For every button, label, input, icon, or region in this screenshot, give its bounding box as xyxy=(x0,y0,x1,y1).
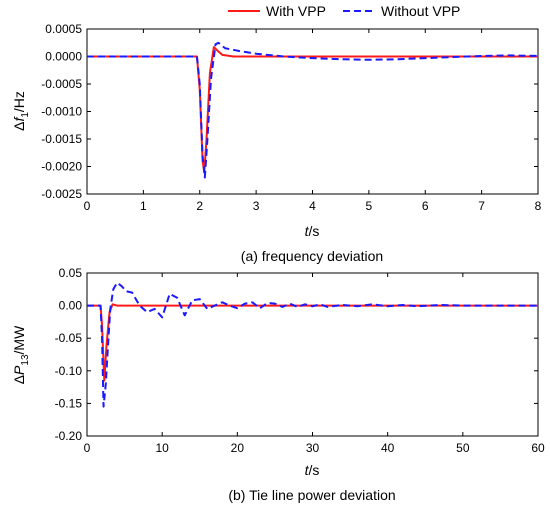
x-tick-label: 50 xyxy=(456,441,470,455)
panel-frequency-deviation: -0.0025 -0.0020 -0.0015 -0.0010 -0.0005 0.000… xyxy=(11,22,542,264)
x-axis-label: t/s xyxy=(305,462,320,478)
series-line-with-vpp xyxy=(87,303,538,382)
x-tick-label: 10 xyxy=(155,441,169,455)
x-tick-label: 0 xyxy=(84,441,91,455)
series-line-with-vpp xyxy=(87,46,538,173)
x-axis: 0 1 2 3 4 5 6 7 8 xyxy=(84,29,542,213)
plot-frame xyxy=(86,272,539,437)
y-axis-label: Δf1/Hz xyxy=(11,91,31,131)
y-axis-label: ΔP13/MW xyxy=(11,325,31,384)
y-tick-label: -0.10 xyxy=(55,364,83,378)
y-tick-label: 0.00 xyxy=(59,299,83,313)
series-group xyxy=(87,281,538,408)
x-tick-label: 2 xyxy=(196,199,203,213)
x-tick-label: 4 xyxy=(309,199,316,213)
series-line-without-vpp xyxy=(87,281,538,408)
x-axis-label: t/s xyxy=(305,223,320,239)
y-tick-label: -0.05 xyxy=(55,331,83,345)
series-line-without-vpp xyxy=(87,41,539,179)
y-axis: -0.20 -0.15 -0.10 -0.05 0.00 0.05 xyxy=(55,266,538,443)
y-tick-label: -0.0015 xyxy=(41,132,82,146)
x-tick-label: 20 xyxy=(231,441,245,455)
legend: With VPP Without VPP xyxy=(228,3,460,19)
x-tick-label: 30 xyxy=(306,441,320,455)
legend-label-with-vpp: With VPP xyxy=(266,3,326,19)
y-tick-label: -0.0025 xyxy=(41,187,82,201)
y-tick-label: -0.20 xyxy=(55,429,83,443)
x-tick-label: 5 xyxy=(366,199,373,213)
x-tick-label: 1 xyxy=(140,199,147,213)
y-tick-label: -0.0010 xyxy=(41,105,82,119)
x-tick-label: 40 xyxy=(381,441,395,455)
plot-frame xyxy=(86,28,539,195)
y-tick-label: -0.0020 xyxy=(41,160,82,174)
x-tick-label: 6 xyxy=(422,199,429,213)
y-tick-label: -0.0005 xyxy=(41,77,82,91)
y-tick-label: -0.15 xyxy=(55,396,83,410)
y-tick-label: 0.0005 xyxy=(45,22,82,36)
y-tick-label: 0.0000 xyxy=(45,50,82,64)
series-group xyxy=(87,41,539,179)
x-tick-label: 3 xyxy=(253,199,260,213)
x-tick-label: 7 xyxy=(478,199,485,213)
x-tick-label: 60 xyxy=(531,441,545,455)
y-tick-label: 0.05 xyxy=(59,266,83,280)
legend-label-without-vpp: Without VPP xyxy=(381,3,460,19)
x-tick-label: 0 xyxy=(84,199,91,213)
x-tick-label: 8 xyxy=(535,199,542,213)
y-axis: -0.0025 -0.0020 -0.0015 -0.0010 -0.0005 0.000… xyxy=(41,22,538,201)
caption: (a) frequency deviation xyxy=(241,248,383,264)
x-axis: 0 10 20 30 40 50 60 xyxy=(84,273,545,455)
panel-tie-line-power-deviation: -0.20 -0.15 -0.10 -0.05 0.00 0.05 0 10 20 30 40 50… xyxy=(11,266,545,503)
caption: (b) Tie line power deviation xyxy=(228,487,395,503)
